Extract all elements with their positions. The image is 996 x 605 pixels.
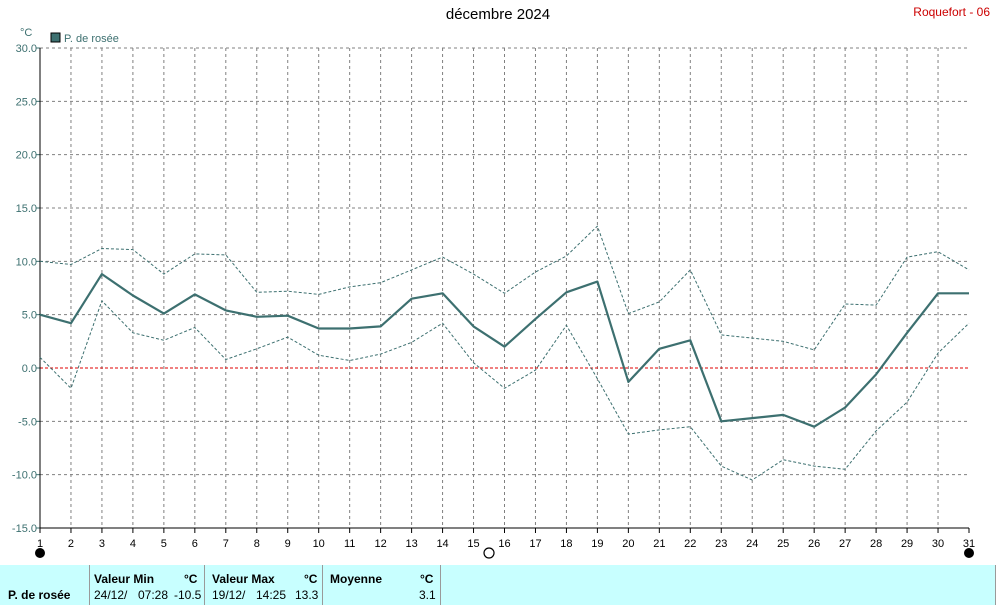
dewpoint-chart: 30.0 25.0 20.0 15.0 10.0 5.0 0.0 -5.0 -10.0 -15.0… (12, 27, 975, 559)
min-header: Valeur Min (94, 572, 155, 586)
x-tick-label: 26 (808, 538, 820, 550)
moon-phases (35, 547, 974, 559)
x-tick-label: 8 (254, 538, 260, 550)
avg-header: Moyenne (330, 572, 383, 586)
x-tick-label: 28 (870, 538, 882, 550)
x-tick-label: 29 (901, 538, 913, 550)
x-tick-label: 4 (130, 538, 136, 550)
x-tick-label: 21 (653, 538, 665, 550)
new-moon-icon (964, 548, 974, 558)
y-tick-label: 15.0 (16, 203, 37, 215)
y-axis-ticks: 30.0 25.0 20.0 15.0 10.0 5.0 0.0 -5.0 -10.0 -15.0 (12, 43, 40, 535)
x-tick-label: 17 (529, 538, 541, 550)
y-tick-label: 30.0 (16, 43, 37, 55)
y-tick-label: -5.0 (18, 416, 37, 428)
y-tick-label: 20.0 (16, 150, 37, 162)
summary-min: Valeur Min °C 24/12/ 07:28 -10.5 (90, 565, 204, 605)
x-tick-label: 19 (591, 538, 603, 550)
x-tick-label: 2 (68, 538, 74, 550)
chart-title: décembre 2024 (445, 6, 551, 23)
max-date: 19/12/ (212, 588, 246, 602)
full-moon-icon (483, 547, 495, 559)
series-line-min (39, 300, 970, 481)
new-moon-icon (35, 548, 45, 558)
x-tick-label: 1 (37, 538, 43, 550)
x-tick-label: 13 (405, 538, 417, 550)
x-tick-label: 14 (436, 538, 448, 550)
x-tick-label: 24 (746, 538, 758, 550)
grid-lines (40, 47, 969, 528)
y-unit-label: °C (20, 27, 32, 39)
x-tick-label: 18 (560, 538, 572, 550)
x-tick-label: 12 (375, 538, 387, 550)
x-tick-label: 31 (963, 538, 975, 550)
y-tick-label: 0.0 (22, 363, 37, 375)
summary-series-label: P. de rosée (8, 588, 71, 602)
x-tick-label: 15 (467, 538, 479, 550)
x-tick-label: 3 (99, 538, 105, 550)
max-value: 13.3 (295, 588, 319, 602)
y-tick-label: -15.0 (12, 523, 37, 535)
station-name: Roquefort - 06 (913, 5, 990, 19)
x-tick-label: 9 (285, 538, 291, 550)
x-tick-label: 25 (777, 538, 789, 550)
axes (39, 48, 969, 529)
summary-table: P. de rosée Valeur Min °C 24/12/ 07:28 -… (0, 565, 996, 605)
avg-value: 3.1 (419, 588, 436, 602)
series-lines (39, 225, 970, 481)
y-tick-label: 25.0 (16, 96, 37, 108)
x-tick-label: 7 (223, 538, 229, 550)
y-tick-label: -10.0 (12, 470, 37, 482)
legend-swatch (50, 32, 61, 43)
y-tick-label: 5.0 (22, 310, 37, 322)
x-tick-label: 16 (498, 538, 510, 550)
x-tick-label: 23 (715, 538, 727, 550)
avg-unit: °C (420, 572, 434, 586)
min-date: 24/12/ (94, 588, 128, 602)
x-tick-label: 6 (192, 538, 198, 550)
summary-avg: Moyenne °C 3.1 (323, 565, 440, 605)
y-tick-label: 10.0 (16, 256, 37, 268)
series-line-dewpoint (39, 273, 969, 428)
x-tick-label: 20 (622, 538, 634, 550)
x-tick-label: 27 (839, 538, 851, 550)
summary-max: Valeur Max °C 19/12/ 14:25 13.3 (205, 565, 322, 605)
x-tick-label: 11 (344, 538, 355, 550)
x-tick-label: 22 (684, 538, 696, 550)
min-value: -10.5 (174, 588, 202, 602)
x-tick-label: 30 (932, 538, 944, 550)
x-tick-label: 5 (161, 538, 167, 550)
max-unit: °C (304, 572, 318, 586)
min-time: 07:28 (138, 588, 169, 602)
min-unit: °C (184, 572, 198, 586)
legend: P. de rosée (50, 32, 119, 45)
x-tick-label: 10 (313, 538, 325, 550)
x-axis-ticks: 1 2 3 4 5 6 7 8 9 10 11 12 13 14 15 16 17 18 19 20 21 22 23 24 2… (37, 528, 975, 550)
legend-label: P. de rosée (64, 33, 119, 45)
max-header: Valeur Max (212, 572, 275, 586)
series-line-max (39, 225, 970, 351)
max-time: 14:25 (256, 588, 287, 602)
